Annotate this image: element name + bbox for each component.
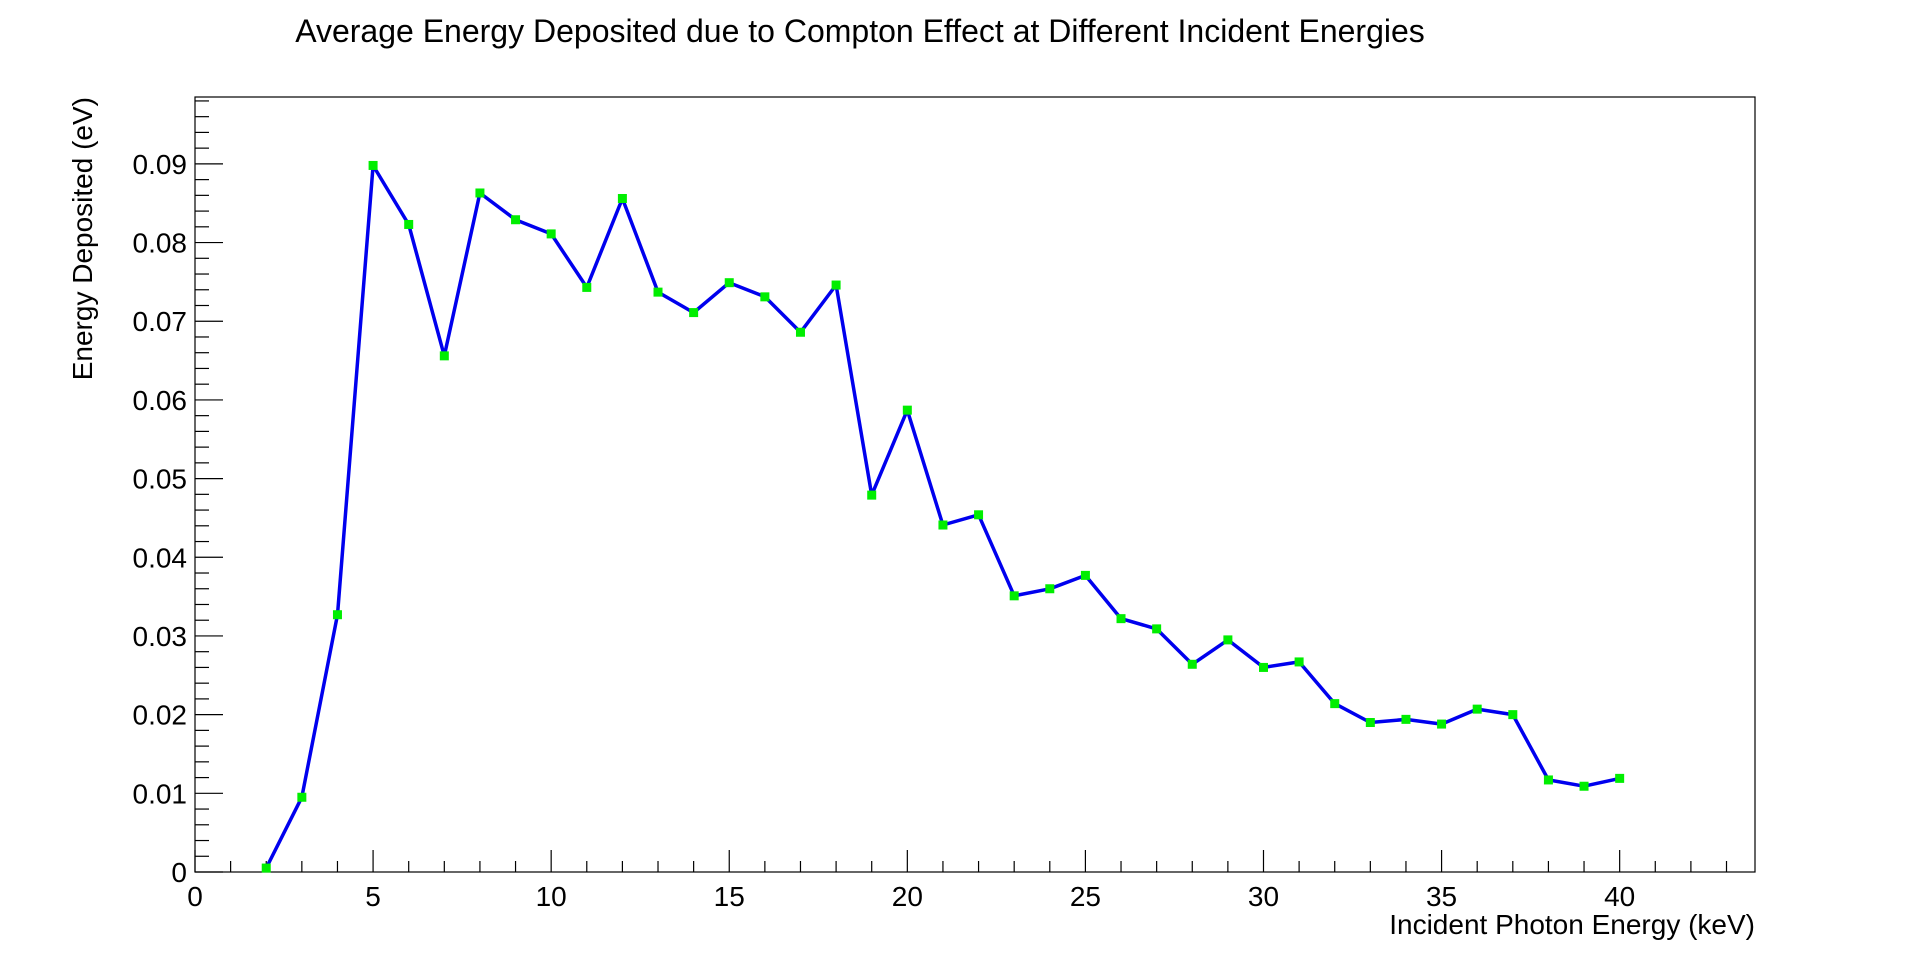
data-point (1401, 714, 1411, 724)
y-tick-label: 0.03 (133, 621, 188, 652)
x-tick-label: 15 (714, 881, 745, 912)
x-tick-label: 40 (1604, 881, 1635, 912)
data-point (368, 160, 378, 170)
data-point (795, 327, 805, 337)
data-point (1615, 773, 1625, 783)
data-point (1258, 662, 1268, 672)
data-point (653, 287, 663, 297)
series-markers (261, 160, 1625, 873)
y-tick-label: 0.07 (133, 306, 188, 337)
y-axis-label: Energy Deposited (eV) (67, 97, 98, 380)
data-point (974, 510, 984, 520)
data-point (1508, 710, 1518, 720)
data-point (724, 278, 734, 288)
data-point (760, 292, 770, 302)
data-point (1152, 624, 1162, 634)
x-axis-ticks (194, 850, 1728, 872)
y-axis-tick-labels: 0 0.01 0.02 0.03 0.04 0.05 0.06 0.07 0.08 0.09 (133, 149, 188, 888)
data-point (261, 863, 271, 873)
x-tick-label: 30 (1248, 881, 1279, 912)
data-point (1187, 659, 1197, 669)
data-point (511, 215, 521, 225)
x-tick-label: 20 (892, 881, 923, 912)
y-tick-label: 0 (171, 857, 187, 888)
data-point (297, 792, 307, 802)
x-axis-label: Incident Photon Energy (keV) (1389, 909, 1755, 940)
y-tick-label: 0.04 (133, 542, 188, 573)
data-point (938, 520, 948, 530)
data-point (1365, 718, 1375, 728)
data-point (1080, 570, 1090, 580)
data-point (439, 351, 449, 361)
data-point (1472, 704, 1482, 714)
x-tick-label: 35 (1426, 881, 1457, 912)
data-point (1579, 781, 1589, 791)
data-point (1294, 657, 1304, 667)
plot-frame (194, 96, 1756, 873)
series-line (264, 163, 1621, 869)
data-point (1116, 614, 1126, 624)
data-point (1330, 699, 1340, 709)
data-point (1045, 584, 1055, 594)
data-point (831, 280, 841, 290)
y-tick-label: 0.09 (133, 149, 188, 180)
data-point (902, 405, 912, 415)
data-point (1437, 719, 1447, 729)
chart-title: Average Energy Deposited due to Compton … (295, 13, 1425, 49)
data-point (404, 219, 414, 229)
y-tick-label: 0.01 (133, 778, 188, 809)
data-point (689, 308, 699, 318)
x-tick-label: 0 (187, 881, 203, 912)
data-point (546, 229, 556, 239)
data-point (1009, 591, 1019, 601)
data-point (1543, 775, 1553, 785)
y-axis-ticks (195, 100, 223, 873)
y-tick-label: 0.05 (133, 464, 188, 495)
data-point (582, 282, 592, 292)
x-tick-label: 25 (1070, 881, 1101, 912)
data-point (867, 490, 877, 500)
data-point (1223, 635, 1233, 645)
data-point (475, 188, 485, 198)
data-point (332, 610, 342, 620)
x-tick-label: 10 (536, 881, 567, 912)
x-tick-label: 5 (365, 881, 381, 912)
x-axis-tick-labels: 0 5 10 15 20 25 30 35 40 (187, 881, 1635, 912)
y-tick-label: 0.02 (133, 700, 188, 731)
y-tick-label: 0.06 (133, 385, 188, 416)
y-tick-label: 0.08 (133, 228, 188, 259)
data-point (617, 193, 627, 203)
